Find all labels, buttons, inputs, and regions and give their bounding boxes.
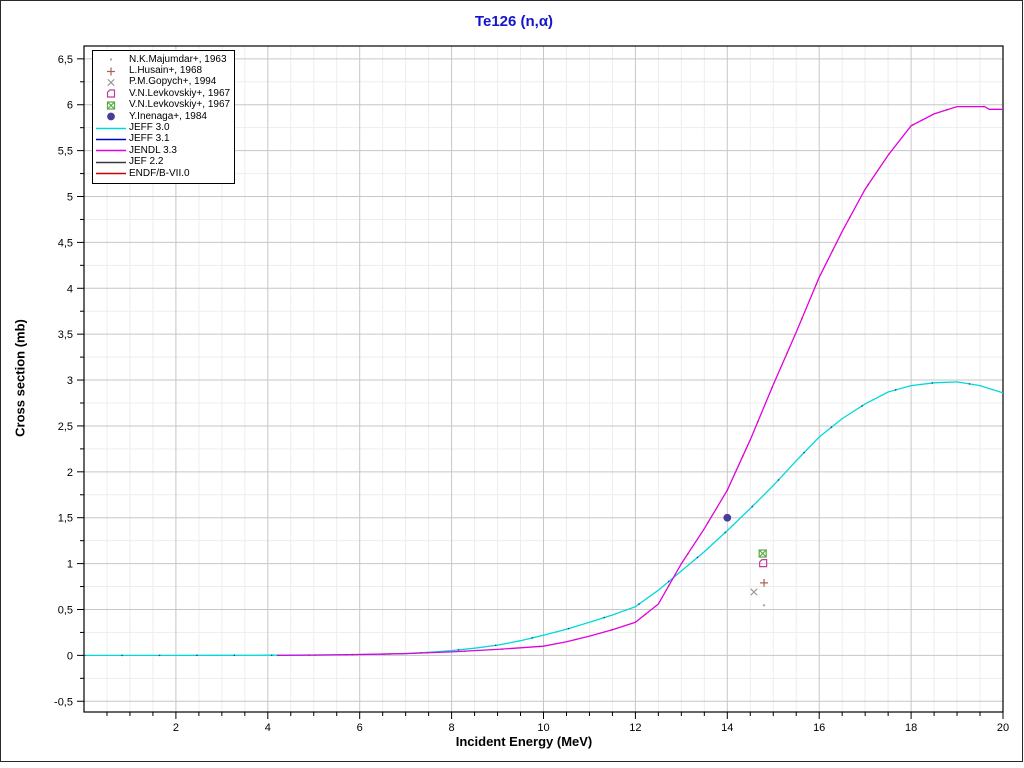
dot-marker <box>762 604 766 607</box>
legend-label: JEFF 3.1 <box>129 133 170 145</box>
legend-line-jef22-icon <box>93 157 129 168</box>
legend-item: V.N.Levkovskiy+, 1967 <box>93 88 234 99</box>
y-tick-label: 0 <box>67 650 73 662</box>
x-tick-label: 12 <box>629 722 641 734</box>
x-tick-label: 8 <box>449 722 455 734</box>
coincident-series-dots <box>276 105 1003 657</box>
legend-marker-gopych-cross-icon <box>93 77 129 88</box>
x-tick-label: 4 <box>265 722 271 734</box>
legend-item: JEFF 3.1 <box>93 134 234 145</box>
x-tick-label: 16 <box>813 722 825 734</box>
legend-item: JEFF 3.0 <box>93 122 234 133</box>
legend-marker-majumdar-dot-icon <box>93 54 129 65</box>
y-tick-label: 0,5 <box>58 604 73 616</box>
y-tick-label: 4 <box>67 283 73 295</box>
legend-label: JEF 2.2 <box>129 156 164 168</box>
x-tick-label: 14 <box>721 722 733 734</box>
legend-label: V.N.Levkovskiy+, 1967 <box>129 87 231 99</box>
grid-minor <box>84 46 1003 712</box>
legend-item: V.N.Levkovskiy+, 1967 <box>93 100 234 111</box>
legend-label: V.N.Levkovskiy+, 1967 <box>129 99 231 111</box>
x-tick-label: 20 <box>997 722 1009 734</box>
legend-line-jeff31-icon <box>93 134 129 145</box>
legend-item: N.K.Majumdar+, 1963 <box>93 54 234 65</box>
legend-line-jendl33-icon <box>93 145 129 156</box>
experimental-points <box>723 513 769 607</box>
y-tick-label: 3,5 <box>58 329 73 341</box>
legend-line-endfb70-icon <box>93 168 129 179</box>
x-tick-label: 10 <box>537 722 549 734</box>
legend-marker-levkovskiy-crossed-square-icon <box>93 100 129 111</box>
legend: N.K.Majumdar+, 1963 L.Husain+, 1968 P.M.… <box>92 50 235 185</box>
plus-marker <box>107 67 115 76</box>
legend-label: ENDF/B-VII.0 <box>129 167 190 179</box>
y-tick-label: 5,5 <box>58 146 73 158</box>
series-line <box>276 105 1003 657</box>
y-tick-label: 1 <box>67 559 73 571</box>
legend-label: JEFF 3.0 <box>129 122 170 134</box>
y-axis-label: Cross section (mb) <box>12 319 28 437</box>
x-tick-label: 6 <box>357 722 363 734</box>
crossed-square-marker <box>758 549 767 558</box>
legend-item: P.M.Gopych+, 1994 <box>93 77 234 88</box>
x-tick-label: 2 <box>173 722 179 734</box>
filled-circle-marker <box>723 513 732 522</box>
legend-label: JENDL 3.3 <box>129 144 177 156</box>
legend-marker-levkovskiy-square-icon <box>93 88 129 99</box>
page-title: Te126 (n,α) <box>474 13 554 30</box>
legend-item: ENDF/B-VII.0 <box>93 168 234 179</box>
y-tick-label: 6,5 <box>58 54 73 66</box>
plot-frame <box>83 45 1004 713</box>
y-tick-labels: 6,5 6 5,5 5 4,5 4 3,5 3 2,5 2 1,5 1 0,5 0 -0,5 <box>54 54 73 708</box>
x-marker <box>107 78 115 87</box>
plus-marker <box>760 578 769 587</box>
legend-item: JENDL 3.3 <box>93 145 234 156</box>
y-tick-label: 5 <box>67 192 73 204</box>
legend-line-jeff30-icon <box>93 123 129 134</box>
filled-circle-marker <box>107 112 115 121</box>
open-square-marker <box>106 89 116 98</box>
legend-label: P.M.Gopych+, 1994 <box>129 76 217 88</box>
y-tick-label: 2 <box>67 467 73 479</box>
y-tick-label: 4,5 <box>58 237 73 249</box>
y-tick-label: 1,5 <box>58 513 73 525</box>
x-axis-label: Incident Energy (MeV) <box>455 734 593 749</box>
y-tick-label: 2,5 <box>58 421 73 433</box>
legend-item: Y.Inenaga+, 1984 <box>93 111 234 122</box>
axis-ticks <box>77 58 1004 719</box>
legend-marker-inenaga-circle-icon <box>93 111 129 122</box>
dot-marker <box>109 58 113 61</box>
y-tick-label: 6 <box>67 100 73 112</box>
legend-label: N.K.Majumdar+, 1963 <box>129 53 227 65</box>
crossed-square-marker <box>107 101 115 110</box>
x-tick-label: 18 <box>905 722 917 734</box>
legend-marker-husain-plus-icon <box>93 66 129 77</box>
crossed-square-marker <box>106 101 116 110</box>
legend-label: Y.Inenaga+, 1984 <box>129 110 207 122</box>
legend-label: L.Husain+, 1968 <box>129 65 203 77</box>
legend-item: JEF 2.2 <box>93 157 234 168</box>
y-tick-label: 3 <box>67 375 73 387</box>
crossed-square-marker <box>758 549 767 558</box>
legend-item: L.Husain+, 1968 <box>93 65 234 76</box>
y-tick-label: -0,5 <box>54 696 73 708</box>
x-marker <box>750 588 758 596</box>
open-square-marker <box>759 559 768 568</box>
x-tick-labels: 2 4 6 8 10 12 14 16 18 20 <box>173 722 1009 734</box>
